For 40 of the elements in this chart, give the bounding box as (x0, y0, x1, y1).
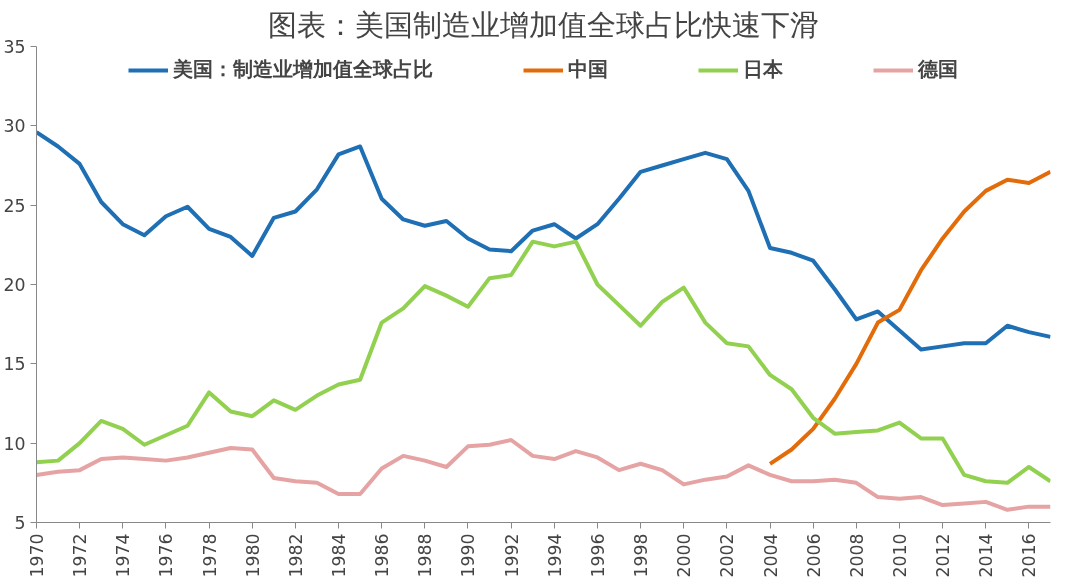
x-tick-label: 2016 (1019, 533, 1040, 578)
x-tick-label: 1974 (113, 533, 134, 578)
x-tick-label: 2008 (846, 533, 867, 578)
legend-label: 日本 (743, 56, 783, 83)
x-tick-label: 1976 (156, 533, 177, 578)
x-tick-label: 1988 (415, 533, 436, 578)
x-tick-label: 1994 (544, 533, 565, 578)
line-series (36, 130, 1051, 352)
x-tick-label: 2000 (674, 533, 695, 578)
y-tick-label: 25 (3, 195, 26, 216)
chart-title: 图表：美国制造业增加值全球占比快速下滑 (268, 7, 819, 42)
y-tick-label: 15 (3, 354, 26, 375)
x-tick-label: 1980 (242, 533, 263, 578)
y-tick-label: 35 (3, 37, 26, 57)
line-series (768, 169, 1051, 466)
x-tick-label: 1992 (501, 533, 522, 578)
legend-label: 德国 (918, 56, 958, 83)
x-tick-label: 2014 (976, 533, 997, 578)
x-tick-label: 2012 (933, 533, 954, 578)
y-tick-label: 30 (3, 116, 26, 137)
y-tick-label: 20 (3, 275, 26, 295)
x-tick-label: 2004 (760, 533, 781, 578)
x-tick-label: 1986 (372, 533, 393, 578)
legend-label: 中国 (568, 56, 608, 83)
x-tick-label: 1970 (27, 533, 47, 578)
x-tick-label: 2006 (803, 533, 824, 578)
x-tick-label: 1996 (587, 533, 608, 578)
legend-label: 美国：制造业增加值全球占比 (173, 56, 433, 83)
x-tick-label: 1972 (70, 533, 91, 578)
x-tick-label: 2002 (717, 533, 738, 578)
line-series (36, 437, 1051, 512)
x-tick-label: 1998 (631, 533, 652, 578)
x-tick-label: 2010 (889, 533, 910, 578)
x-tick-label: 1978 (199, 533, 220, 578)
x-tick-label: 1982 (285, 533, 306, 578)
line-series (36, 239, 1051, 485)
x-tick-label: 1990 (458, 533, 479, 578)
y-tick-label: 5 (14, 513, 26, 533)
y-tick-label: 10 (3, 433, 26, 454)
x-tick-label: 1984 (329, 533, 350, 578)
